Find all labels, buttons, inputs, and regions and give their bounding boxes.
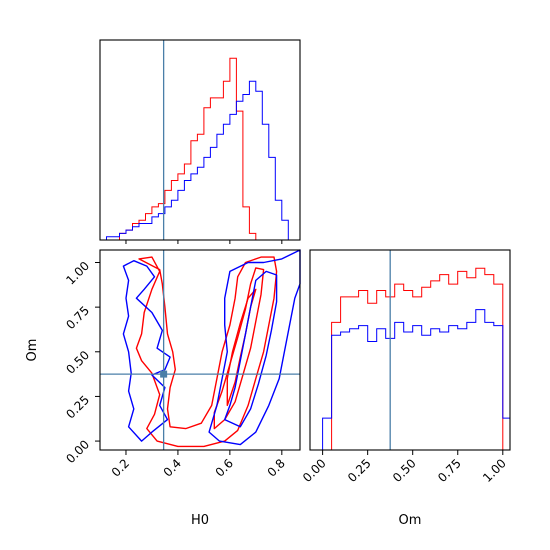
om-x-tick-label-0: 0.00	[300, 456, 329, 485]
contour-series-0-level-1	[213, 267, 265, 430]
h0-tick-label-2: 0.6	[213, 456, 236, 479]
om-y-tick-label-2: 0.50	[63, 348, 92, 377]
h0-tick-label-1: 0.4	[161, 456, 184, 479]
contour-series-1-level-0	[122, 260, 171, 442]
om-y-tick-label-1: 0.25	[63, 393, 92, 422]
om-axis-label-x: Om	[399, 513, 422, 528]
om-y-tick-label-0: 0.00	[63, 437, 92, 466]
contour-series-0-level-2	[226, 288, 257, 407]
contour-series-0-level-0	[135, 256, 278, 448]
h0-hist-series-0	[100, 57, 295, 241]
om-axis-label-y: Om	[25, 339, 40, 362]
om-marginal-frame	[309, 249, 511, 451]
h0-marginal-frame	[99, 39, 301, 241]
h0-tick-label-0: 0.2	[109, 456, 132, 479]
om-x-tick-label-4: 1.00	[480, 456, 509, 485]
om-hist-series-1	[313, 309, 510, 451]
om-marginal-panel: 0.00 0.25 0.50 0.75 1.00 Om	[300, 249, 511, 528]
h0-om-contour-panel: 0.2 0.4 0.6 0.8 0.00 0.25 0.50 0.75 1.00 H0 Om	[25, 249, 301, 528]
h0-marginal-panel	[99, 39, 301, 244]
om-x-tick-label-2: 0.50	[390, 456, 419, 485]
h0-axis-label: H0	[191, 513, 209, 528]
om-hist-series-0	[313, 267, 510, 451]
contour-frame	[99, 249, 301, 451]
om-y-tick-label-3: 0.75	[63, 303, 92, 332]
om-x-tick-label-3: 0.75	[435, 456, 464, 485]
truth-marker	[160, 370, 168, 378]
om-y-tick-label-4: 1.00	[63, 259, 92, 288]
h0-hist-series-1	[100, 80, 295, 241]
om-x-tick-label-1: 0.25	[345, 456, 374, 485]
h0-tick-label-3: 0.8	[265, 456, 288, 479]
